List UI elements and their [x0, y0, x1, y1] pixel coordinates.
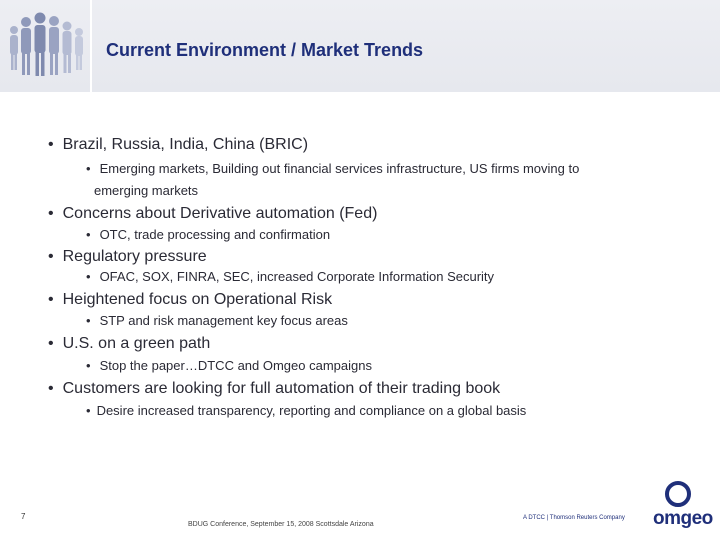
bullet-item: • Heightened focus on Operational Risk — [48, 291, 332, 309]
bullet-item: • U.S. on a green path — [48, 335, 210, 353]
bullet-item: • Brazil, Russia, India, China (BRIC) — [48, 136, 308, 154]
bullet-dot-icon: • — [48, 136, 54, 153]
bullet-text: Regulatory pressure — [62, 248, 207, 265]
header-band: Current Environment / Market Trends — [0, 0, 720, 92]
bullet-item: • Regulatory pressure — [48, 248, 207, 266]
page-number: 7 — [21, 512, 26, 521]
sub-bullet-continuation: emerging markets — [94, 183, 199, 198]
sub-bullet-text: Emerging markets, Building out financial… — [99, 161, 580, 176]
sub-bullet-item: • Emerging markets, Building out financia… — [86, 161, 579, 176]
people-silhouettes-icon — [10, 12, 83, 76]
sub-bullet-item: • OFAC, SOX, FINRA, SEC, increased Corpor… — [86, 269, 494, 284]
sub-bullet-item: • Desire increased transparency, reportin… — [86, 403, 526, 418]
sub-bullet-dot-icon: • — [86, 313, 91, 328]
bullet-text: Concerns about Derivative automation (Fe… — [62, 205, 378, 222]
bullet-text: Brazil, Russia, India, China (BRIC) — [62, 136, 309, 153]
omgeo-logo-icon — [665, 481, 691, 507]
bullet-dot-icon: • — [48, 291, 54, 308]
slide-title: Current Environment / Market Trends — [106, 40, 424, 60]
sub-bullet-text: OFAC, SOX, FINRA, SEC, increased Corpora… — [99, 269, 495, 284]
sub-bullet-item: • STP and risk management key focus areas — [86, 313, 348, 328]
sub-bullet-dot-icon: • — [86, 161, 91, 176]
bullet-text: Heightened focus on Operational Risk — [62, 291, 333, 308]
sub-bullet-dot-icon: • — [86, 403, 91, 418]
sub-bullet-dot-icon: • — [86, 269, 91, 284]
sub-bullet-item: • OTC, trade processing and confirmation — [86, 227, 330, 242]
bullet-dot-icon: • — [48, 335, 54, 352]
sub-bullet-dot-icon: • — [86, 358, 91, 373]
bullet-item: • Concerns about Derivative automation (F… — [48, 205, 377, 223]
sub-bullet-text: STP and risk management key focus areas — [99, 313, 348, 328]
bullet-item: • Customers are looking for full automati… — [48, 380, 500, 398]
footer-event-text: BDUG Conference, September 15, 2008 Scot… — [188, 521, 374, 528]
sub-bullet-text: OTC, trade processing and confirmation — [99, 227, 331, 242]
sub-bullet-item: • Stop the paper…DTCC and Omgeo campaigns — [86, 358, 372, 373]
sub-bullet-dot-icon: • — [86, 227, 91, 242]
bullet-text: Customers are looking for full automatio… — [62, 380, 501, 397]
bullet-dot-icon: • — [48, 380, 54, 397]
header-divider — [90, 0, 92, 92]
bullet-dot-icon: • — [48, 205, 54, 222]
bullet-dot-icon: • — [48, 248, 54, 265]
bullet-text: U.S. on a green path — [62, 335, 211, 352]
sub-bullet-text: Stop the paper…DTCC and Omgeo campaigns — [99, 358, 372, 373]
footer-tagline: A DTCC | Thomson Reuters Company — [523, 515, 625, 521]
sub-bullet-text: Desire increased transparency, reporting… — [96, 403, 527, 418]
omgeo-logo-text: omgeo — [653, 508, 713, 529]
